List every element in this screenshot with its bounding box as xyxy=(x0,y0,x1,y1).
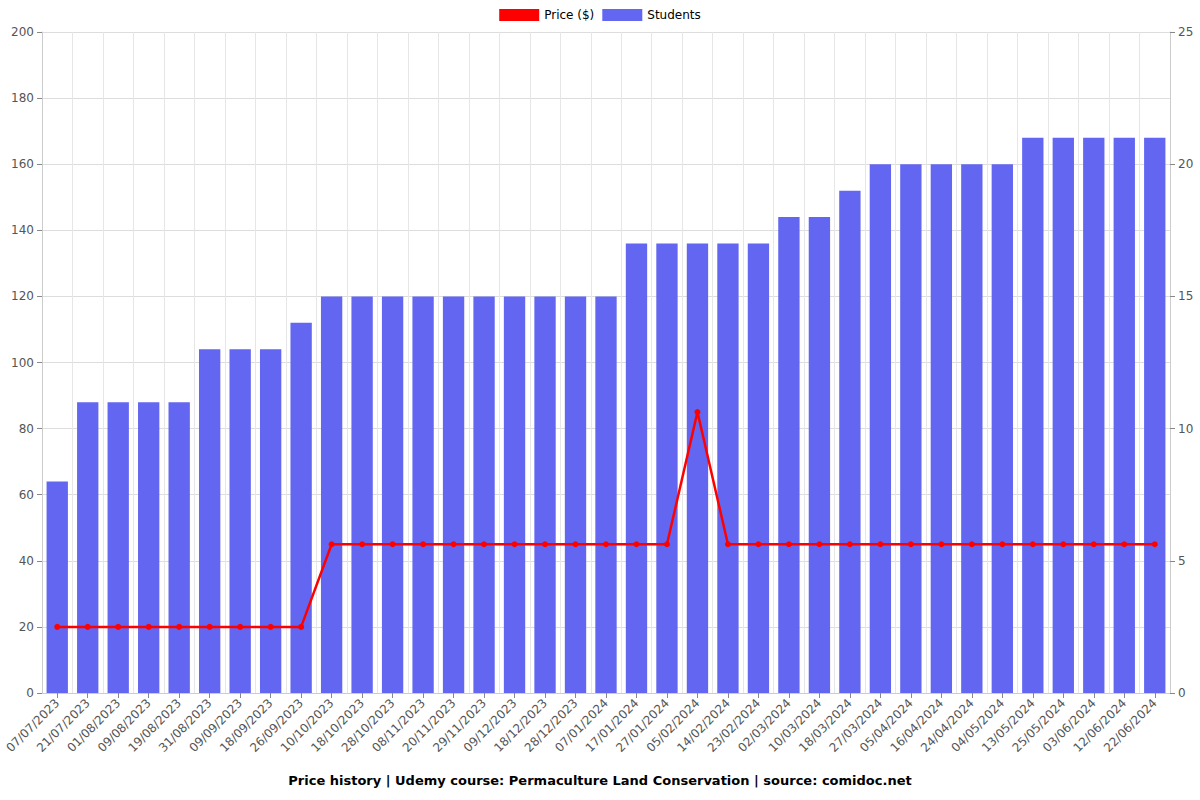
svg-text:02/03/2024: 02/03/2024 xyxy=(735,696,794,755)
svg-text:Students: Students xyxy=(647,8,701,22)
svg-text:Price history | Udemy course:: Price history | Udemy course: Permacultu… xyxy=(288,773,911,788)
svg-text:20: 20 xyxy=(1178,157,1193,171)
svg-text:18/09/2023: 18/09/2023 xyxy=(216,696,276,755)
svg-text:0: 0 xyxy=(1178,686,1186,700)
svg-text:28/10/2023: 28/10/2023 xyxy=(338,696,398,755)
svg-text:25: 25 xyxy=(1178,25,1193,39)
svg-text:5: 5 xyxy=(1178,554,1186,568)
svg-text:28/12/2023: 28/12/2023 xyxy=(521,696,581,755)
svg-text:16/04/2024: 16/04/2024 xyxy=(887,696,947,755)
svg-text:19/08/2023: 19/08/2023 xyxy=(125,696,185,755)
svg-text:180: 180 xyxy=(11,91,34,105)
svg-text:40: 40 xyxy=(19,554,34,568)
svg-text:24/04/2024: 24/04/2024 xyxy=(918,696,977,755)
svg-text:03/06/2024: 03/06/2024 xyxy=(1040,696,1099,755)
svg-text:15: 15 xyxy=(1178,289,1193,303)
svg-text:120: 120 xyxy=(11,289,34,303)
svg-text:100: 100 xyxy=(11,356,34,370)
svg-text:05/02/2024: 05/02/2024 xyxy=(643,696,703,755)
svg-text:160: 160 xyxy=(11,157,34,171)
svg-text:140: 140 xyxy=(11,223,34,237)
svg-text:200: 200 xyxy=(11,25,34,39)
svg-text:31/08/2023: 31/08/2023 xyxy=(155,696,215,755)
svg-text:04/05/2024: 04/05/2024 xyxy=(948,696,1008,755)
svg-text:10/10/2023: 10/10/2023 xyxy=(277,696,337,755)
svg-text:18/12/2023: 18/12/2023 xyxy=(491,696,550,755)
svg-text:20: 20 xyxy=(19,620,34,634)
svg-text:07/01/2024: 07/01/2024 xyxy=(552,696,611,755)
svg-text:01/08/2023: 01/08/2023 xyxy=(64,696,124,755)
svg-text:25/05/2024: 25/05/2024 xyxy=(1009,696,1069,755)
svg-text:12/06/2024: 12/06/2024 xyxy=(1070,696,1130,755)
svg-text:0: 0 xyxy=(26,686,34,700)
svg-text:09/09/2023: 09/09/2023 xyxy=(186,696,246,755)
svg-text:Price ($): Price ($) xyxy=(544,8,594,22)
svg-text:08/11/2023: 08/11/2023 xyxy=(369,696,428,755)
svg-text:14/02/2024: 14/02/2024 xyxy=(674,696,733,755)
svg-text:22/06/2024: 22/06/2024 xyxy=(1101,696,1160,755)
svg-text:10/03/2024: 10/03/2024 xyxy=(765,696,825,755)
svg-text:07/07/2023: 07/07/2023 xyxy=(3,696,63,755)
svg-text:18/10/2023: 18/10/2023 xyxy=(308,696,368,755)
svg-text:27/01/2024: 27/01/2024 xyxy=(613,696,672,755)
svg-text:05/04/2024: 05/04/2024 xyxy=(857,696,916,755)
svg-text:23/02/2024: 23/02/2024 xyxy=(704,696,764,755)
svg-text:27/03/2024: 27/03/2024 xyxy=(826,696,886,755)
svg-text:29/11/2023: 29/11/2023 xyxy=(430,696,489,755)
svg-text:80: 80 xyxy=(19,422,34,436)
svg-text:20/11/2023: 20/11/2023 xyxy=(399,696,459,755)
svg-text:13/05/2024: 13/05/2024 xyxy=(979,696,1038,755)
svg-text:18/03/2024: 18/03/2024 xyxy=(796,696,855,755)
svg-text:17/01/2024: 17/01/2024 xyxy=(582,696,642,755)
svg-text:09/08/2023: 09/08/2023 xyxy=(94,696,154,755)
svg-text:60: 60 xyxy=(19,488,34,502)
svg-text:21/07/2023: 21/07/2023 xyxy=(33,696,93,755)
svg-text:26/09/2023: 26/09/2023 xyxy=(247,696,307,755)
svg-text:10: 10 xyxy=(1178,422,1193,436)
svg-text:09/12/2023: 09/12/2023 xyxy=(460,696,520,755)
